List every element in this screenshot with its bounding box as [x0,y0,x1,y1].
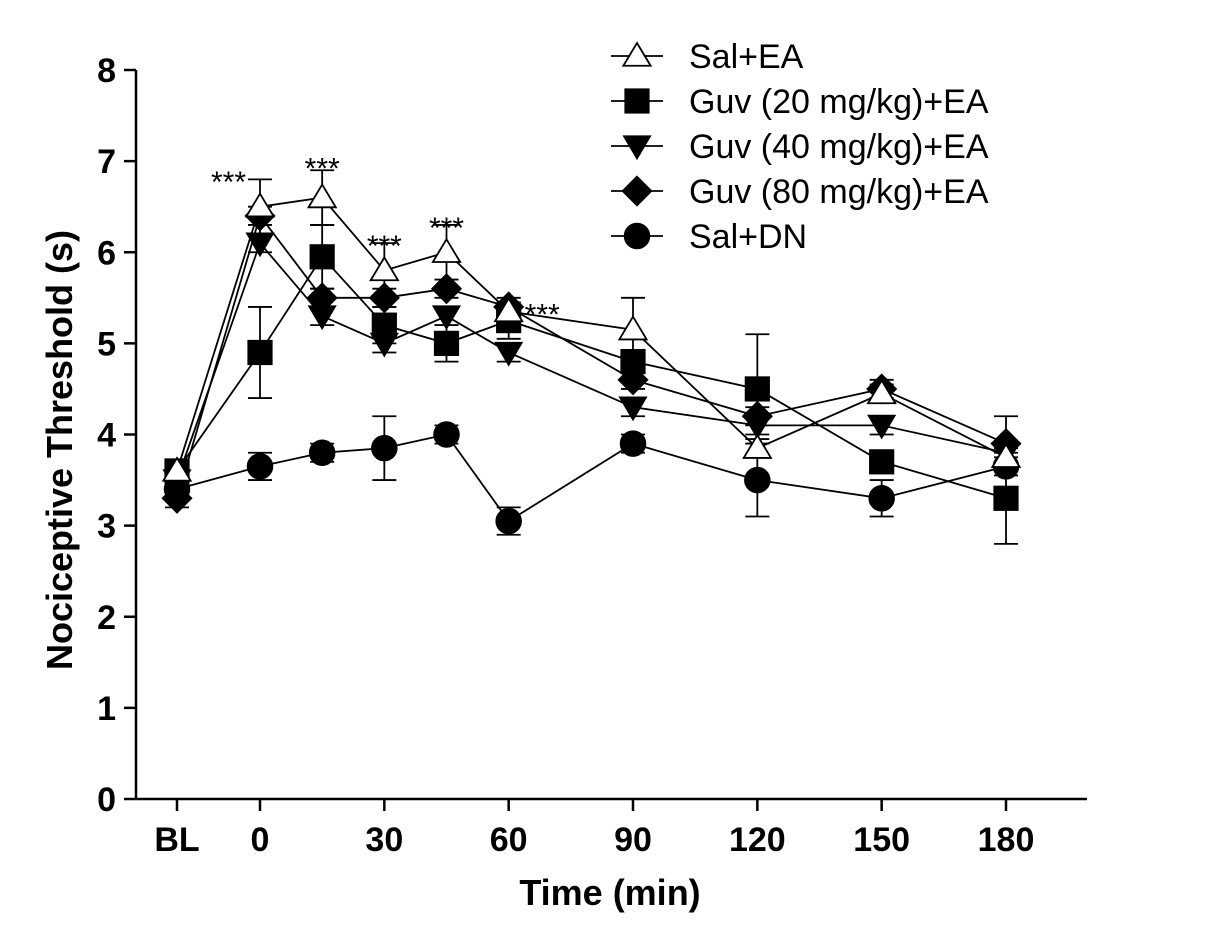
data-point [993,485,1019,511]
y-tick-label: 1 [97,690,116,728]
legend-label: Sal+DN [689,218,807,256]
legend: Sal+EA Guv (20 mg/kg)+EA Guv (40 mg/kg)+EA… [611,38,989,256]
data-point [161,456,193,482]
data-point [371,312,397,338]
legend-label: Guv (80 mg/kg)+EA [689,173,989,211]
data-point [742,433,773,459]
y-tick-label: 4 [97,417,116,455]
y-tick-label: 7 [97,143,116,181]
legend-marker [624,88,650,114]
data-point [868,485,895,512]
data-point [307,305,337,331]
x-tick-label: BL [154,821,199,859]
data-point [617,314,649,341]
data-point [371,434,398,462]
x-tick-label: 150 [853,821,910,859]
significance-annotation: *** [305,153,340,186]
legend-item: Sal+DN [611,218,807,256]
series-line [176,255,1007,500]
data-point [866,378,897,405]
data-point [247,339,273,366]
data-point [990,442,1022,468]
legend-item: Guv (40 mg/kg)+EA [611,128,989,166]
data-point [369,255,400,282]
significance-annotation: *** [211,166,246,199]
data-point [244,191,276,218]
x-ticks: BL 0 30 60 90 120 150 180 [154,799,1034,859]
legend-marker [623,222,651,250]
annotations: *** *** *** *** *** [211,153,560,332]
legend-label: Guv (40 mg/kg)+EA [689,128,989,166]
significance-annotation: *** [429,212,464,245]
data-point [433,421,460,448]
legend-label: Guv (20 mg/kg)+EA [689,83,989,121]
series-line [176,241,1007,481]
data-point [495,507,522,535]
data-point [869,449,895,475]
y-tick-label: 6 [97,234,116,272]
data-point [431,237,462,263]
data-point [744,376,770,402]
x-tick-label: 60 [490,821,528,859]
data-point [430,273,463,305]
data-point [618,396,648,422]
data-point [306,182,338,209]
series-0 [161,169,1022,482]
data-point [431,305,462,331]
y-tick-label: 2 [97,599,116,637]
legend-item: Guv (20 mg/kg)+EA [611,83,989,121]
x-tick-label: 180 [978,821,1035,859]
data-point [494,341,524,367]
legend-item: Sal+EA [611,38,804,76]
data-point [309,244,335,270]
x-tick-label: 120 [729,821,786,859]
significance-annotation: *** [367,230,402,263]
y-tick-label: 5 [97,325,116,363]
legend-marker [622,135,652,161]
y-axis-title: Nociceptive Threshold (s) [39,230,80,670]
x-tick-label: 30 [365,821,403,859]
x-tick-label: 90 [614,821,652,859]
legend-item: Guv (80 mg/kg)+EA [611,173,989,211]
y-ticks: 0 1 2 3 4 5 6 7 8 [97,52,136,819]
x-axis-title: Time (min) [519,872,700,913]
legend-marker [621,41,653,67]
data-point [246,453,274,480]
series-line [176,196,1007,472]
data-point [744,466,771,494]
data-point [493,296,524,323]
data-point [617,364,649,396]
legend-marker [621,175,653,207]
data-point [867,414,897,440]
y-tick-label: 3 [97,508,116,546]
data-point [619,430,647,457]
data-point [308,439,336,466]
data-point [433,330,460,356]
series-layer [161,169,1022,545]
data-point [161,482,193,514]
series-line [176,213,1007,499]
x-tick-label: 0 [251,821,270,859]
significance-annotation: *** [525,298,560,331]
y-tick-label: 0 [97,781,116,819]
series-line [176,433,1007,523]
legend-label: Sal+EA [689,38,804,76]
y-tick-label: 8 [97,52,116,90]
